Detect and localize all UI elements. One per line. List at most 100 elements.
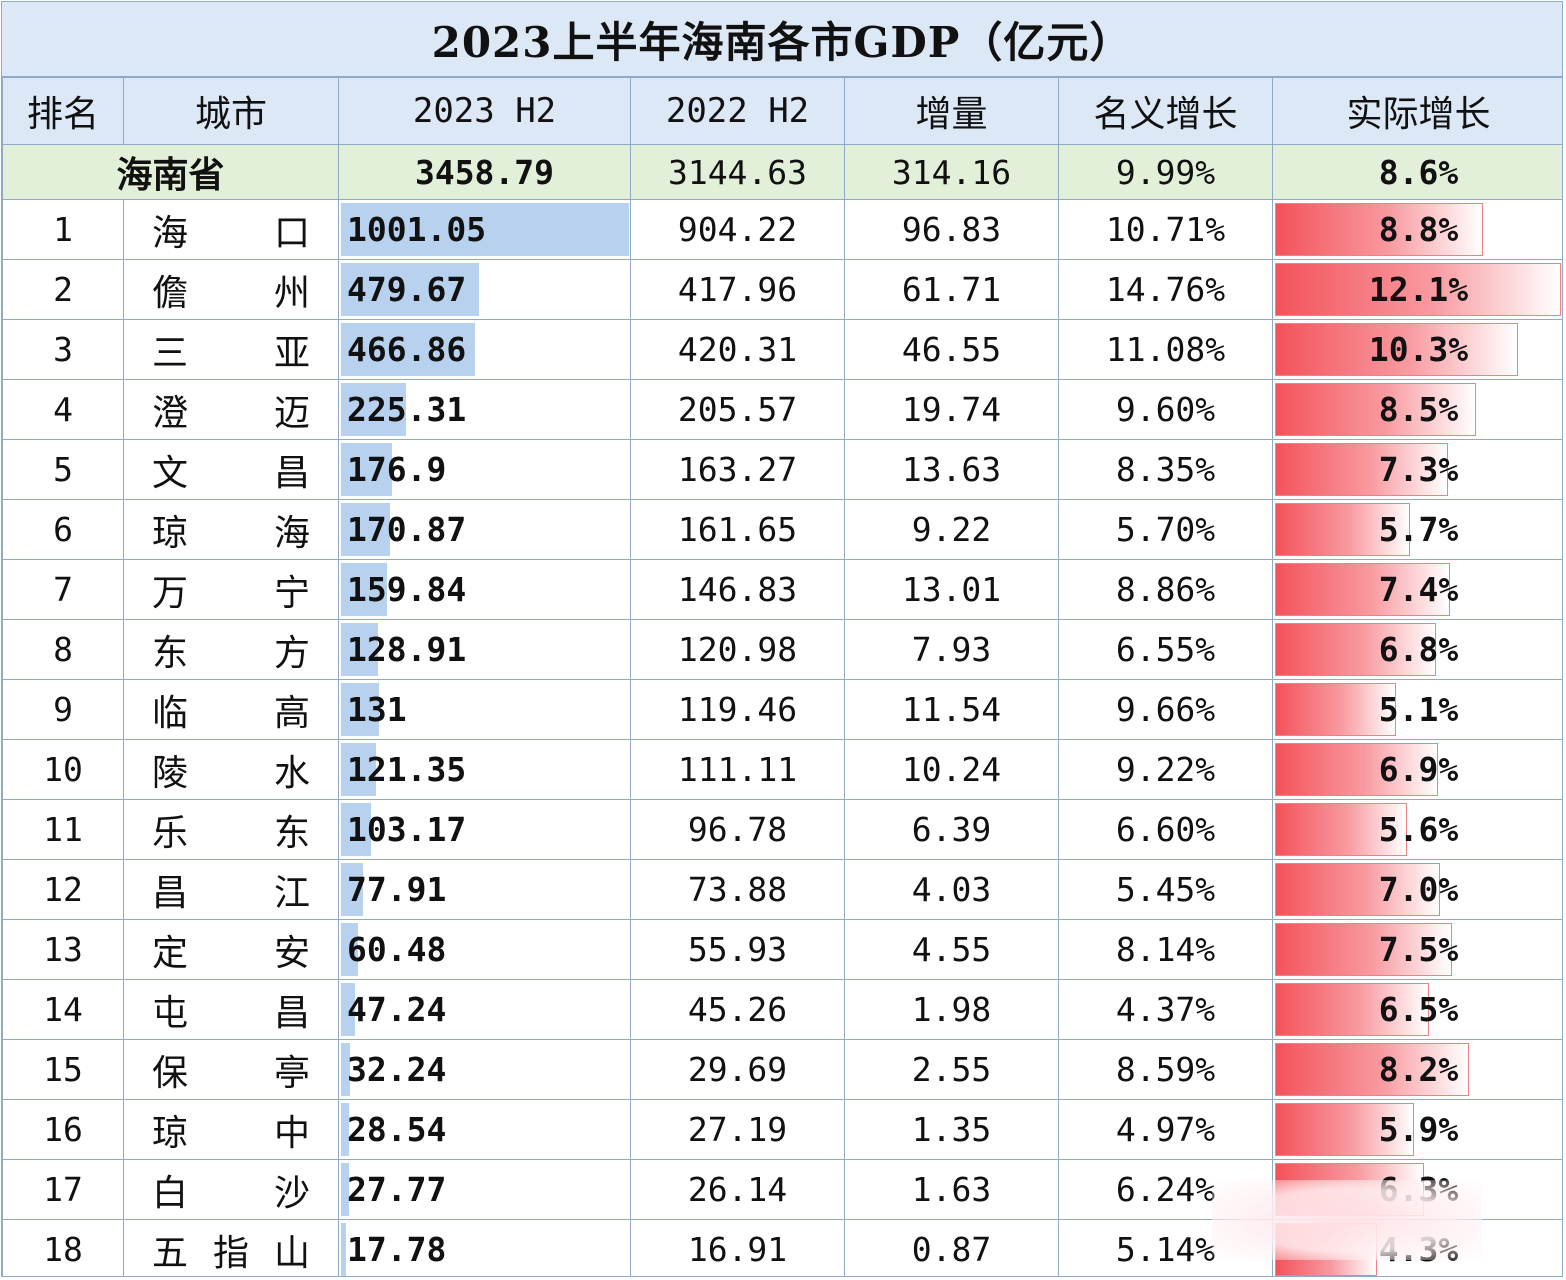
gdp-2022-cell: 73.88 <box>630 859 845 920</box>
gdp-2022-cell: 96.78 <box>630 799 845 860</box>
city-name: 定安 <box>125 924 338 976</box>
city-char: 五 <box>152 1232 189 1274</box>
gdp-bar <box>341 1103 350 1156</box>
city-char: 陵 <box>152 752 189 794</box>
gdp-2023-value: 128.91 <box>347 630 467 669</box>
real-growth-value: 6.9% <box>1378 750 1459 789</box>
city-char: 中 <box>273 1112 310 1154</box>
gdp-2023-cell: 32.24 <box>338 1039 631 1100</box>
gdp-2022-cell: 29.69 <box>630 1039 845 1100</box>
increase-cell: 9.22 <box>844 499 1059 560</box>
city-cell: 澄迈 <box>123 379 339 440</box>
real-growth-value: 6.3% <box>1378 1170 1459 1209</box>
city-cell: 海口 <box>123 199 339 260</box>
city-char: 指 <box>212 1232 249 1274</box>
increase-cell: 7.93 <box>844 619 1059 680</box>
real-growth-value: 4.3% <box>1378 1230 1459 1269</box>
real-growth-cell: 6.5% <box>1272 979 1562 1040</box>
increase-cell: 6.39 <box>844 799 1059 860</box>
city-char: 方 <box>273 632 310 674</box>
rank-cell: 14 <box>2 979 124 1040</box>
real-growth-bar <box>1275 1103 1415 1156</box>
real-growth-bar <box>1275 623 1436 676</box>
real-growth-value: 7.0% <box>1378 870 1459 909</box>
increase-cell: 11.54 <box>844 679 1059 740</box>
gdp-2022-cell: 111.11 <box>630 739 845 800</box>
real-growth-bar <box>1275 443 1448 496</box>
real-growth-cell: 4.3% <box>1272 1219 1562 1276</box>
city-cell: 儋州 <box>123 259 339 320</box>
gdp-2023-value: 103.17 <box>347 810 467 849</box>
city-char: 万 <box>152 572 189 614</box>
nominal-growth-cell: 6.60% <box>1058 799 1273 860</box>
gdp-bar <box>341 443 392 496</box>
city-name: 乐东 <box>125 804 338 856</box>
real-growth-cell: 6.9% <box>1272 739 1562 800</box>
real-growth-bar <box>1275 503 1410 556</box>
table-row: 12 昌江 77.91 73.88 4.03 5.45% 7.0% <box>2 859 1562 920</box>
table-row: 10 陵水 121.35 111.11 10.24 9.22% 6.9% <box>2 739 1562 800</box>
city-char: 定 <box>152 932 189 974</box>
city-char: 水 <box>273 752 310 794</box>
increase-cell: 0.87 <box>844 1219 1059 1276</box>
real-growth-cell: 10.3% <box>1272 319 1562 380</box>
gdp-2023-value: 1001.05 <box>347 210 487 249</box>
gdp-2022-cell: 16.91 <box>630 1219 845 1276</box>
city-char: 山 <box>273 1232 310 1274</box>
gdp-2023-cell: 128.91 <box>338 619 631 680</box>
province-name: 海南省 <box>2 144 339 200</box>
real-growth-bar <box>1275 203 1483 256</box>
city-name: 保亭 <box>125 1044 338 1096</box>
real-growth-value: 6.5% <box>1378 990 1459 1029</box>
gdp-2023-value: 60.48 <box>347 930 447 969</box>
header-rank: 排名 <box>2 77 124 145</box>
real-growth-bar <box>1275 683 1396 736</box>
table-row: 17 白沙 27.77 26.14 1.63 6.24% 6.3% <box>2 1159 1562 1220</box>
city-char: 乐 <box>152 812 189 854</box>
city-char: 沙 <box>273 1172 310 1214</box>
gdp-2022-cell: 420.31 <box>630 319 845 380</box>
table-row: 11 乐东 103.17 96.78 6.39 6.60% 5.6% <box>2 799 1562 860</box>
gdp-2023-cell: 479.67 <box>338 259 631 320</box>
gdp-bar <box>341 683 379 736</box>
table-row: 14 屯昌 47.24 45.26 1.98 4.37% 6.5% <box>2 979 1562 1040</box>
city-char: 州 <box>273 272 310 314</box>
city-char: 江 <box>273 872 310 914</box>
real-growth-cell: 7.5% <box>1272 919 1562 980</box>
real-growth-bar <box>1275 383 1476 436</box>
table-row: 7 万宁 159.84 146.83 13.01 8.86% 7.4% <box>2 559 1562 620</box>
city-char: 文 <box>152 452 189 494</box>
header-increase: 增量 <box>844 77 1059 145</box>
city-cell: 文昌 <box>123 439 339 500</box>
gdp-2023-cell: 121.35 <box>338 739 631 800</box>
city-cell: 屯昌 <box>123 979 339 1040</box>
city-char: 亚 <box>273 332 310 374</box>
real-growth-value: 7.4% <box>1378 570 1459 609</box>
gdp-2023-value: 159.84 <box>347 570 467 609</box>
increase-cell: 4.55 <box>844 919 1059 980</box>
city-name: 琼海 <box>125 504 338 556</box>
city-char: 迈 <box>273 392 310 434</box>
gdp-2023-value: 27.77 <box>347 1170 447 1209</box>
gdp-2023-cell: 131 <box>338 679 631 740</box>
table-row: 1 海口 1001.05 904.22 96.83 10.71% 8.8% <box>2 199 1562 260</box>
nominal-growth-cell: 11.08% <box>1058 319 1273 380</box>
gdp-2022-cell: 120.98 <box>630 619 845 680</box>
city-char: 亭 <box>273 1052 310 1094</box>
nominal-growth-cell: 14.76% <box>1058 259 1273 320</box>
city-char: 宁 <box>273 572 310 614</box>
rank-cell: 17 <box>2 1159 124 1220</box>
real-growth-value: 5.7% <box>1378 510 1459 549</box>
gdp-2022-cell: 417.96 <box>630 259 845 320</box>
gdp-2023-value: 225.31 <box>347 390 467 429</box>
city-char: 琼 <box>152 512 189 554</box>
real-growth-value: 6.8% <box>1378 630 1459 669</box>
city-name: 儋州 <box>125 264 338 316</box>
gdp-2023-value: 121.35 <box>347 750 467 789</box>
gdp-bar <box>341 1043 351 1096</box>
nominal-growth-cell: 6.24% <box>1058 1159 1273 1220</box>
gdp-2023-value: 170.87 <box>347 510 467 549</box>
nominal-growth-cell: 4.97% <box>1058 1099 1273 1160</box>
real-growth-value: 7.3% <box>1378 450 1459 489</box>
nominal-growth-cell: 9.22% <box>1058 739 1273 800</box>
